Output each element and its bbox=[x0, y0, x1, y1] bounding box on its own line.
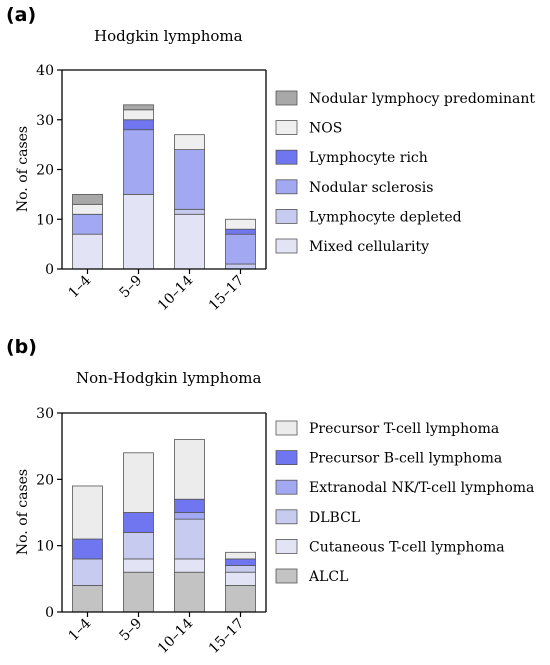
legend-swatch-a-4 bbox=[275, 120, 298, 135]
legend-swatch-a-0 bbox=[275, 238, 298, 254]
legend-swatch-a-5 bbox=[275, 90, 298, 106]
bar-segment-a-0-2 bbox=[72, 213, 103, 235]
legend-swatch-a-3 bbox=[275, 149, 298, 165]
panel-label-a: (a) bbox=[6, 4, 36, 26]
bar-segment-b-3-0 bbox=[225, 585, 256, 613]
bar-segment-a-2-1 bbox=[174, 208, 205, 215]
y-tick-label: 20 bbox=[36, 163, 54, 179]
legend-label-a-5: Nodular lymphocy predominant bbox=[309, 91, 535, 107]
bar-segment-b-1-0 bbox=[123, 571, 154, 613]
bar-segment-b-0-5 bbox=[72, 485, 103, 540]
bar-segment-b-3-5 bbox=[225, 551, 256, 560]
x-tick-label: 15–17 bbox=[206, 616, 247, 657]
legend-label-b-0: ALCL bbox=[308, 569, 348, 585]
y-tick-label: 20 bbox=[36, 472, 54, 488]
bar-segment-b-0-4 bbox=[72, 538, 103, 560]
bar-segment-b-1-2 bbox=[123, 532, 154, 560]
bar-segment-a-1-0 bbox=[123, 193, 154, 270]
legend-swatch-b-2 bbox=[275, 509, 298, 525]
legend-label-a-0: Mixed cellularity bbox=[309, 239, 429, 255]
bar-segment-a-2-0 bbox=[174, 213, 205, 270]
y-tick-label: 10 bbox=[36, 539, 54, 555]
bar-segment-b-2-4 bbox=[174, 498, 205, 513]
chart-title-b: Non-Hodgkin lymphoma bbox=[76, 369, 262, 387]
bar-segment-b-1-1 bbox=[123, 558, 154, 573]
bar-segment-b-2-2 bbox=[174, 518, 205, 560]
legend-label-a-4: NOS bbox=[309, 121, 342, 137]
x-tick-label: 1–4 bbox=[65, 272, 94, 301]
legend-swatch-a-1 bbox=[275, 208, 298, 224]
bar-segment-a-0-0 bbox=[72, 233, 103, 270]
bar-segment-a-3-4 bbox=[225, 218, 256, 230]
legend-label-b-3: Extranodal NK/T-cell lymphoma bbox=[309, 480, 534, 496]
legend-label-b-2: DLBCL bbox=[309, 510, 360, 526]
y-tick-label: 0 bbox=[45, 262, 54, 278]
bar-segment-a-3-1 bbox=[225, 263, 256, 270]
legend-swatch-b-1 bbox=[275, 539, 298, 554]
bar-segment-b-3-2 bbox=[225, 565, 256, 573]
legend-swatch-b-3 bbox=[275, 479, 298, 495]
bar-segment-a-2-4 bbox=[174, 134, 205, 151]
y-tick-label: 0 bbox=[45, 605, 54, 621]
bar-segment-b-1-4 bbox=[123, 512, 154, 533]
panel-label-b: (b) bbox=[6, 336, 37, 358]
bar-segment-b-2-5 bbox=[174, 439, 205, 500]
plot-area-b: 1–4 5–9 10–14 15–17 0 10 20 30 bbox=[36, 406, 267, 657]
bar-segment-a-1-2 bbox=[123, 129, 154, 195]
x-tick-label: 10–14 bbox=[155, 272, 197, 314]
legend-swatch-b-0 bbox=[275, 568, 298, 584]
x-tick-label: 1–4 bbox=[65, 615, 94, 644]
y-axis-label-b: No. of cases bbox=[15, 469, 31, 555]
bar-segment-a-3-3 bbox=[225, 228, 256, 235]
y-tick-label: 40 bbox=[36, 63, 54, 79]
y-tick-label: 30 bbox=[36, 406, 54, 422]
bar-segment-a-1-5 bbox=[123, 104, 154, 111]
x-tick-label: 15–17 bbox=[206, 273, 247, 314]
x-tick-label: 10–14 bbox=[155, 615, 197, 657]
bar-segment-b-3-4 bbox=[225, 558, 256, 566]
x-tick-label: 5–9 bbox=[116, 616, 145, 645]
bar-segment-a-0-5 bbox=[72, 193, 103, 205]
legend-label-b-1: Cutaneous T-cell lymphoma bbox=[309, 539, 505, 555]
legend-swatch-b-4 bbox=[275, 450, 298, 466]
panel-a: (a) Hodgkin lymphoma 1–4 5–9 10–14 15–17 0 10… bbox=[6, 4, 535, 314]
bar-segment-a-1-3 bbox=[123, 119, 154, 131]
bar-segment-a-1-4 bbox=[123, 109, 154, 121]
legend-label-a-3: Lymphocyte rich bbox=[309, 150, 428, 166]
plot-area-a: 1–4 5–9 10–14 15–17 0 10 20 30 40 bbox=[36, 63, 267, 314]
bar-segment-a-0-4 bbox=[72, 203, 103, 215]
bar-segment-a-2-2 bbox=[174, 149, 205, 210]
legend-label-a-1: Lymphocyte depleted bbox=[309, 209, 462, 225]
panel-b: (b) Non-Hodgkin lymphoma 1–4 5–9 10–14 15–1… bbox=[6, 336, 534, 657]
bar-segment-b-1-5 bbox=[123, 452, 154, 513]
legend-a: Nodular lymphocy predominant NOS Lymphocyt… bbox=[275, 90, 535, 255]
legend-swatch-a-2 bbox=[275, 179, 298, 195]
chart-title-a: Hodgkin lymphoma bbox=[94, 27, 243, 45]
legend-swatch-b-5 bbox=[275, 420, 298, 436]
bar-segment-b-2-3 bbox=[174, 512, 205, 520]
legend-b: Precursor T-cell lymphoma Precursor B-cel… bbox=[275, 420, 534, 585]
legend-label-b-5: Precursor T-cell lymphoma bbox=[309, 421, 499, 437]
y-tick-label: 10 bbox=[36, 212, 54, 228]
legend-label-a-2: Nodular sclerosis bbox=[309, 180, 433, 196]
y-axis-label-a: No. of cases bbox=[15, 126, 31, 212]
bar-segment-a-3-2 bbox=[225, 233, 256, 265]
bar-segment-b-2-0 bbox=[174, 571, 205, 613]
bar-segment-b-0-0 bbox=[72, 585, 103, 613]
bar-segment-b-0-2 bbox=[72, 558, 103, 586]
legend-label-b-4: Precursor B-cell lymphoma bbox=[309, 451, 502, 467]
x-tick-label: 5–9 bbox=[116, 273, 145, 302]
bar-segment-b-3-1 bbox=[225, 571, 256, 586]
bar-segment-b-2-1 bbox=[174, 558, 205, 573]
y-tick-label: 30 bbox=[36, 113, 54, 129]
